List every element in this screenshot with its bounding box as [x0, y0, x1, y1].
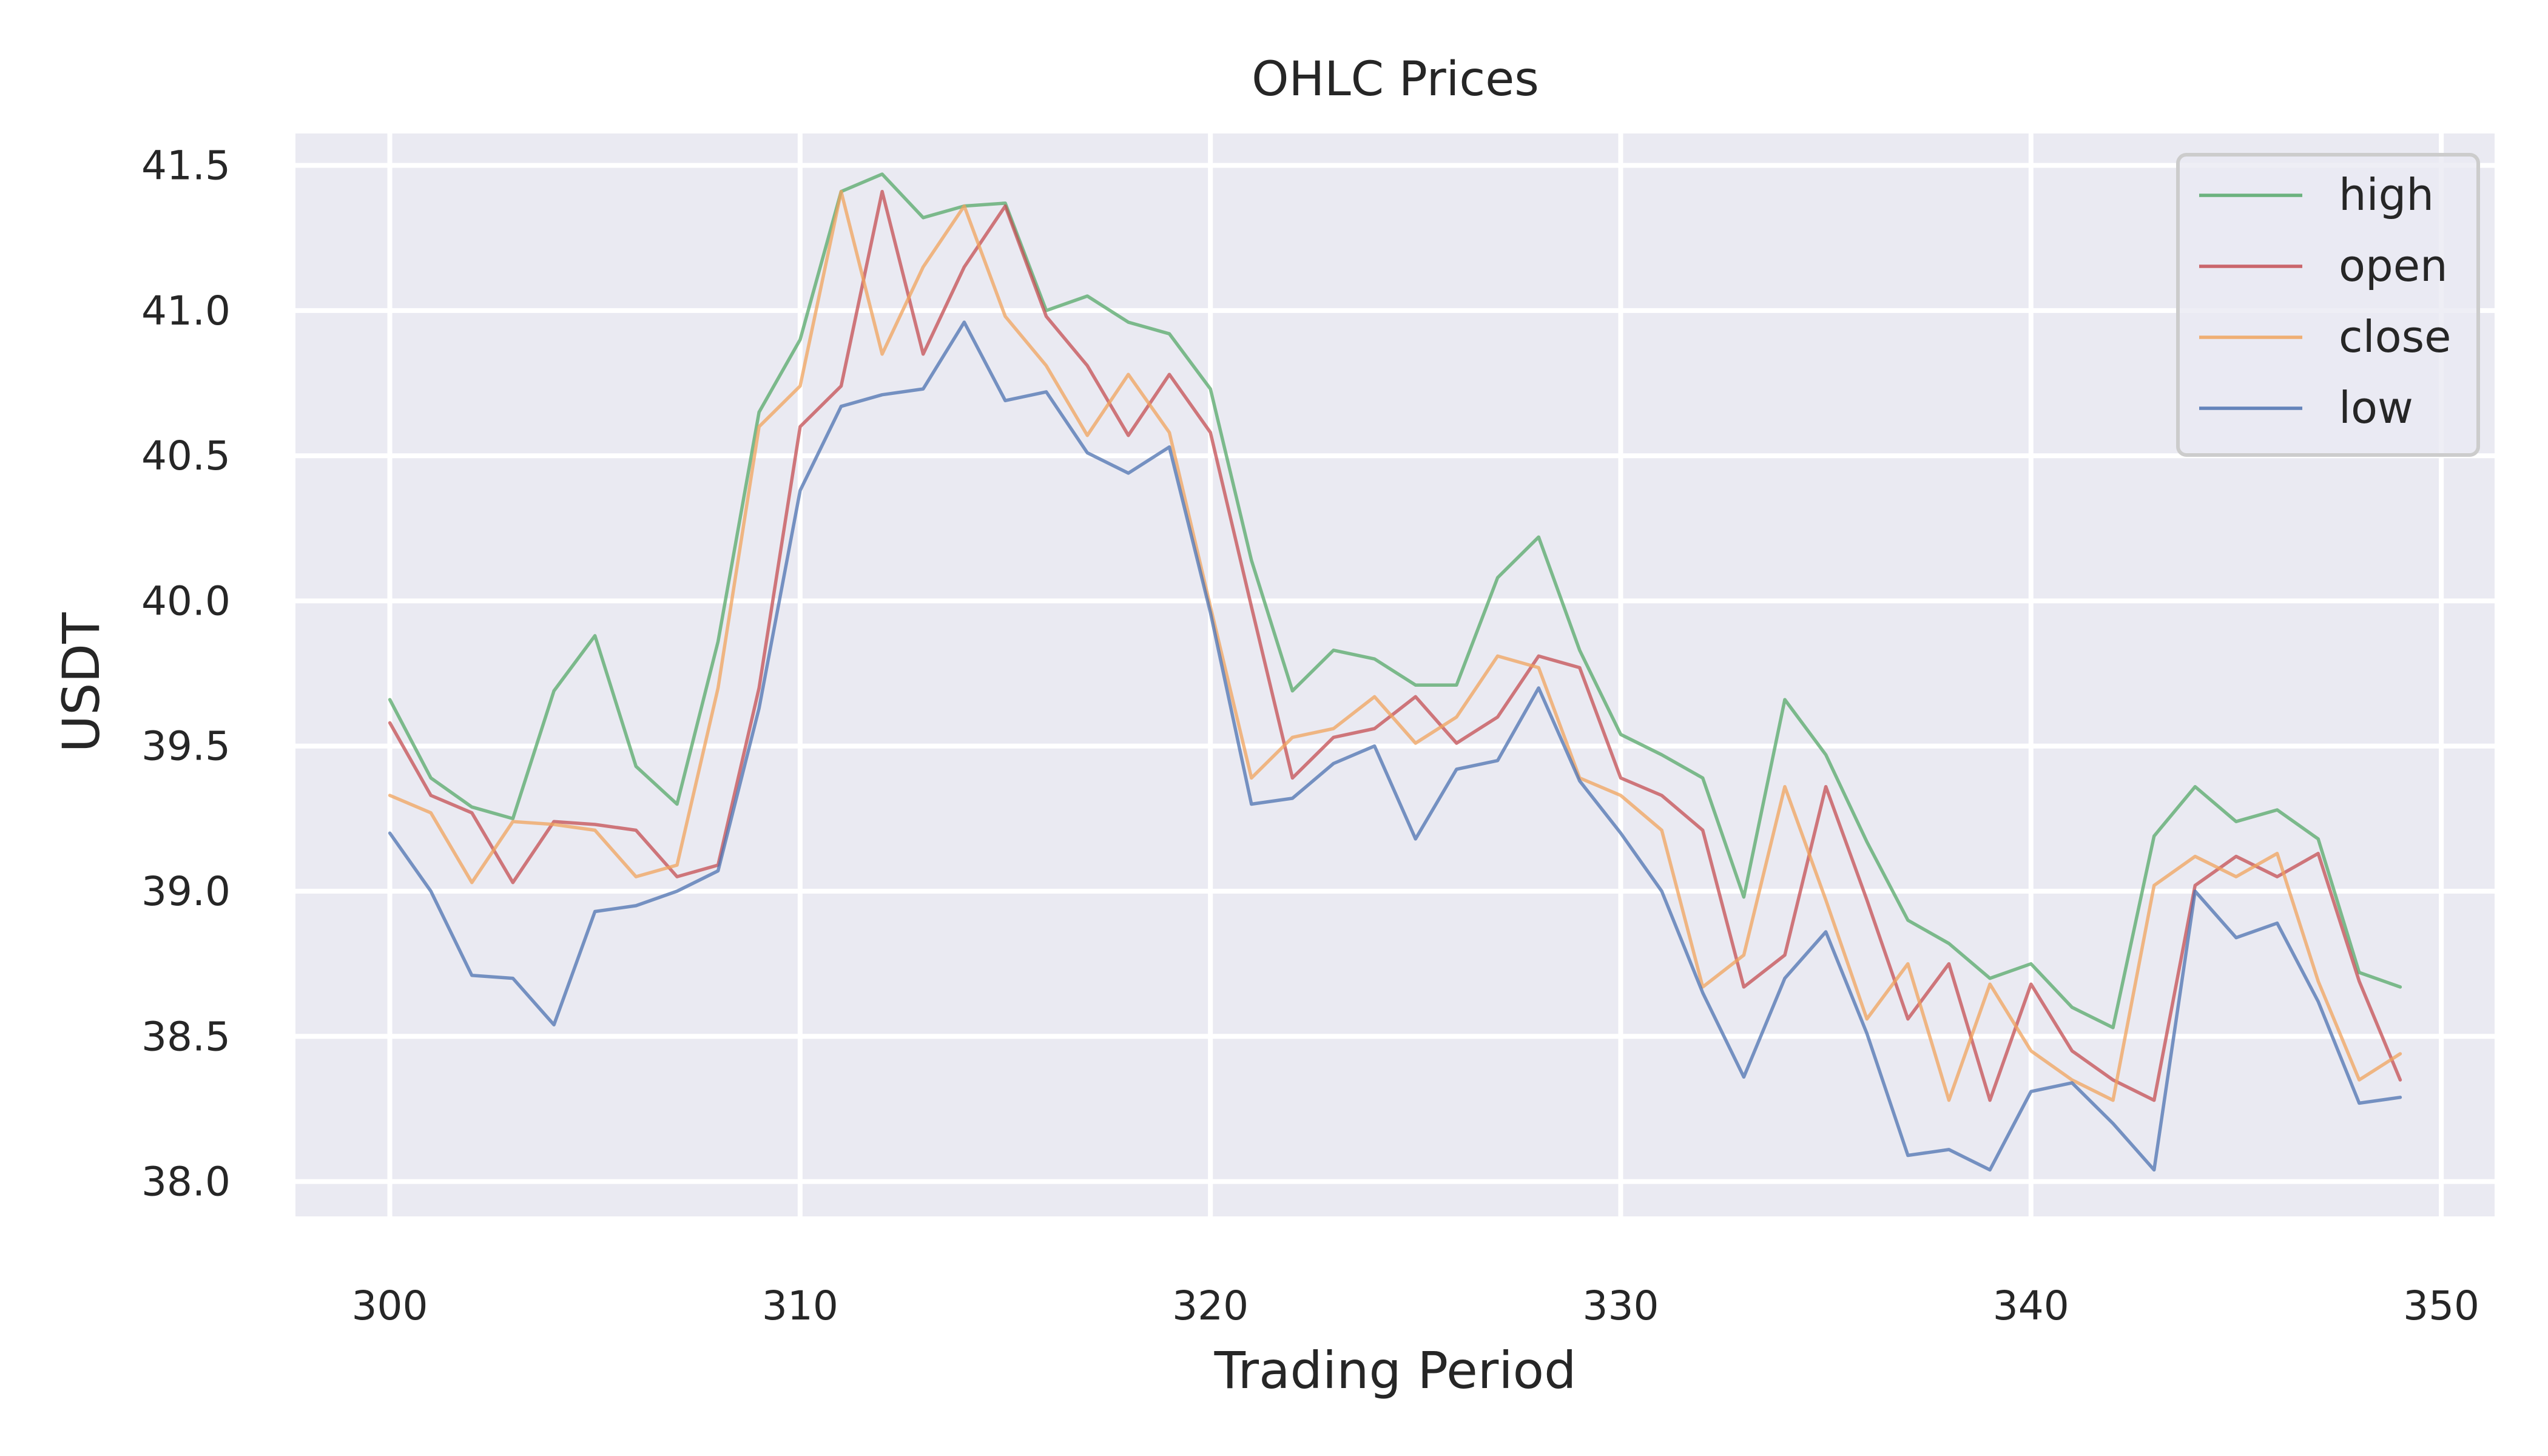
y-tick-label: 39.5 — [141, 723, 231, 770]
chart-title: OHLC Prices — [1252, 52, 1539, 107]
legend-label-close: close — [2339, 311, 2451, 362]
y-tick-label: 40.5 — [141, 433, 231, 479]
series-line-low — [388, 320, 2402, 1172]
series-line-close — [388, 189, 2402, 1102]
x-axis-label: Trading Period — [1214, 1341, 1577, 1400]
y-tick-label: 40.0 — [141, 578, 231, 624]
x-tick-label: 300 — [352, 1282, 428, 1329]
legend-box — [2176, 153, 2480, 457]
y-tick-label: 41.5 — [141, 143, 231, 189]
grid-lines — [295, 133, 2495, 1216]
legend-label-low: low — [2339, 382, 2413, 433]
series-line-high — [388, 172, 2402, 1030]
y-axis-label: USDT — [52, 612, 111, 752]
x-tick-label: 340 — [1993, 1282, 2069, 1329]
plot-area — [295, 133, 2495, 1216]
x-tick-label: 320 — [1172, 1282, 1249, 1329]
x-tick-label: 310 — [762, 1282, 838, 1329]
legend: high open close low — [2176, 153, 2480, 457]
y-tick-label: 39.0 — [141, 868, 231, 915]
tick-labels: 300 310 320 330 340 350 38.0 38.5 39.0 39.5 40.0 40… — [141, 143, 2479, 1329]
legend-label-high: high — [2339, 169, 2434, 220]
y-tick-label: 38.0 — [141, 1159, 231, 1205]
y-tick-label: 38.5 — [141, 1013, 231, 1060]
series-line-open — [388, 189, 2402, 1102]
x-tick-label: 330 — [1582, 1282, 1659, 1329]
y-tick-label: 41.0 — [141, 288, 231, 334]
legend-label-open: open — [2339, 240, 2448, 291]
x-tick-label: 350 — [2403, 1282, 2479, 1329]
series-lines — [388, 172, 2402, 1172]
